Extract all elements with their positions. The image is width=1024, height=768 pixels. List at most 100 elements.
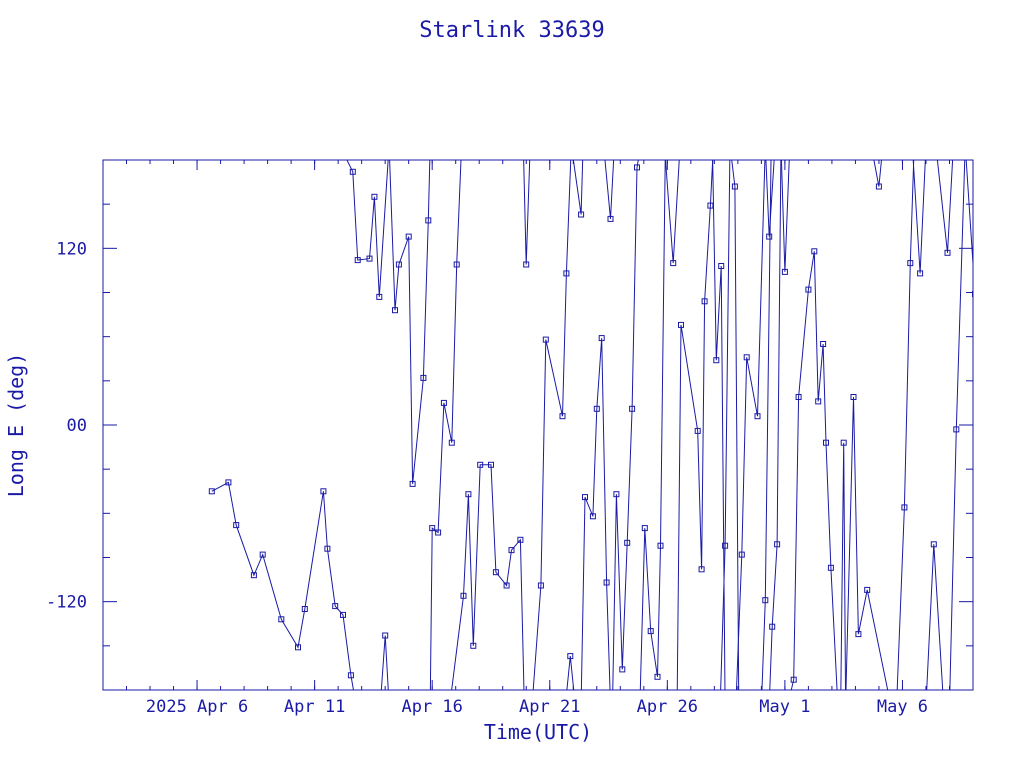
data-point-marker [593, 405, 600, 412]
y-axis-label: Long E (deg) [4, 353, 28, 498]
data-point-marker [250, 572, 257, 579]
data-point-marker [718, 263, 725, 269]
data-point-marker [790, 676, 797, 683]
data-point-marker [492, 569, 499, 576]
data-point-marker [523, 261, 530, 268]
data-point-marker [766, 233, 773, 240]
series-line-segment [346, 160, 389, 297]
data-point-marker [917, 270, 924, 277]
data-point-marker [589, 513, 596, 520]
data-point-marker [972, 291, 973, 297]
series-line-segment [639, 160, 666, 690]
data-point-marker [225, 479, 232, 486]
data-point-marker [517, 536, 524, 543]
data-point-marker [769, 623, 776, 630]
data-point-marker [607, 215, 614, 222]
data-point-marker [713, 357, 720, 364]
data-point-marker [395, 261, 402, 268]
series-lines [211, 160, 973, 690]
data-point-marker [641, 525, 648, 532]
series-line-segment [840, 442, 846, 690]
data-point-marker [470, 642, 477, 649]
data-point-marker [460, 592, 467, 599]
data-point-marker [382, 632, 389, 639]
data-point-marker [542, 336, 549, 343]
data-point-marker [901, 504, 908, 511]
series-line-segment [523, 160, 531, 265]
data-point-marker [477, 461, 484, 468]
x-tick-label: Apr 26 [637, 697, 698, 717]
data-point-marker [448, 439, 455, 446]
series-line-segment [731, 160, 740, 690]
series-line-segment [664, 160, 680, 264]
data-point-marker [855, 631, 862, 638]
series-line-segment [429, 160, 462, 690]
data-point-marker [392, 307, 398, 314]
y-tick-label: 00 [67, 416, 87, 436]
series-line-segment [912, 160, 926, 274]
series-line-segment [845, 396, 889, 690]
data-point-marker [795, 394, 802, 400]
data-point-marker [850, 394, 857, 400]
data-point-marker [619, 666, 626, 673]
axes: 2025 Apr 6 Apr 11 Apr 16 Apr 21 Apr 26 May 1 M… [46, 159, 974, 717]
data-point-marker [875, 183, 882, 190]
data-point-marker [366, 255, 373, 262]
data-point-marker [762, 597, 769, 604]
data-point-marker [731, 183, 738, 190]
data-point-marker [320, 488, 327, 495]
series-line-segment [761, 160, 772, 690]
data-point-marker [208, 488, 215, 495]
data-point-marker [537, 582, 544, 589]
series-line-segment [712, 160, 726, 690]
data-point-marker [694, 427, 701, 434]
data-point-marker [707, 202, 714, 209]
data-point-marker [301, 606, 308, 612]
data-point-marker [670, 260, 677, 267]
data-point-marker [440, 399, 447, 406]
series-line-segment [926, 544, 944, 690]
series-line-segment [949, 160, 966, 690]
data-point-marker [953, 426, 960, 433]
series-line-segment [873, 160, 882, 187]
data-point-marker [743, 354, 750, 361]
data-point-marker [634, 164, 640, 171]
x-axis-label: Time(UTC) [484, 720, 592, 744]
data-point-marker [295, 644, 301, 651]
data-point-marker [259, 551, 266, 558]
data-point-marker [864, 586, 871, 593]
data-point-marker [371, 193, 378, 200]
data-point-marker [774, 541, 781, 548]
data-point-marker [425, 217, 432, 224]
data-point-marker [678, 321, 684, 328]
series-line-segment [720, 160, 731, 690]
series-line-segment [965, 160, 973, 272]
data-point-marker [332, 603, 339, 610]
data-point-marker [420, 374, 427, 381]
series-line-segment [769, 160, 782, 690]
y-tick-label: 120 [56, 239, 87, 259]
data-point-marker [629, 405, 636, 412]
data-point-marker [657, 542, 664, 549]
data-point-marker [738, 551, 745, 558]
data-point-marker [354, 257, 361, 264]
data-point-marker [559, 413, 566, 420]
x-tick-label: Apr 21 [519, 697, 580, 717]
series-line-segment [612, 160, 639, 690]
data-point-marker [278, 616, 285, 623]
data-point-marker [722, 542, 729, 549]
data-point-marker [781, 268, 788, 275]
chart-title: Starlink 33639 [419, 18, 604, 43]
data-point-marker [820, 341, 827, 347]
data-point-marker [465, 491, 472, 498]
data-point-marker [324, 545, 331, 552]
data-point-marker [349, 168, 356, 175]
data-point-marker [603, 579, 610, 586]
data-point-marker [453, 261, 460, 268]
series-line-segment [604, 160, 615, 219]
data-point-marker [654, 673, 661, 680]
series-line-segment [735, 160, 766, 690]
series-line-segment [676, 160, 714, 690]
